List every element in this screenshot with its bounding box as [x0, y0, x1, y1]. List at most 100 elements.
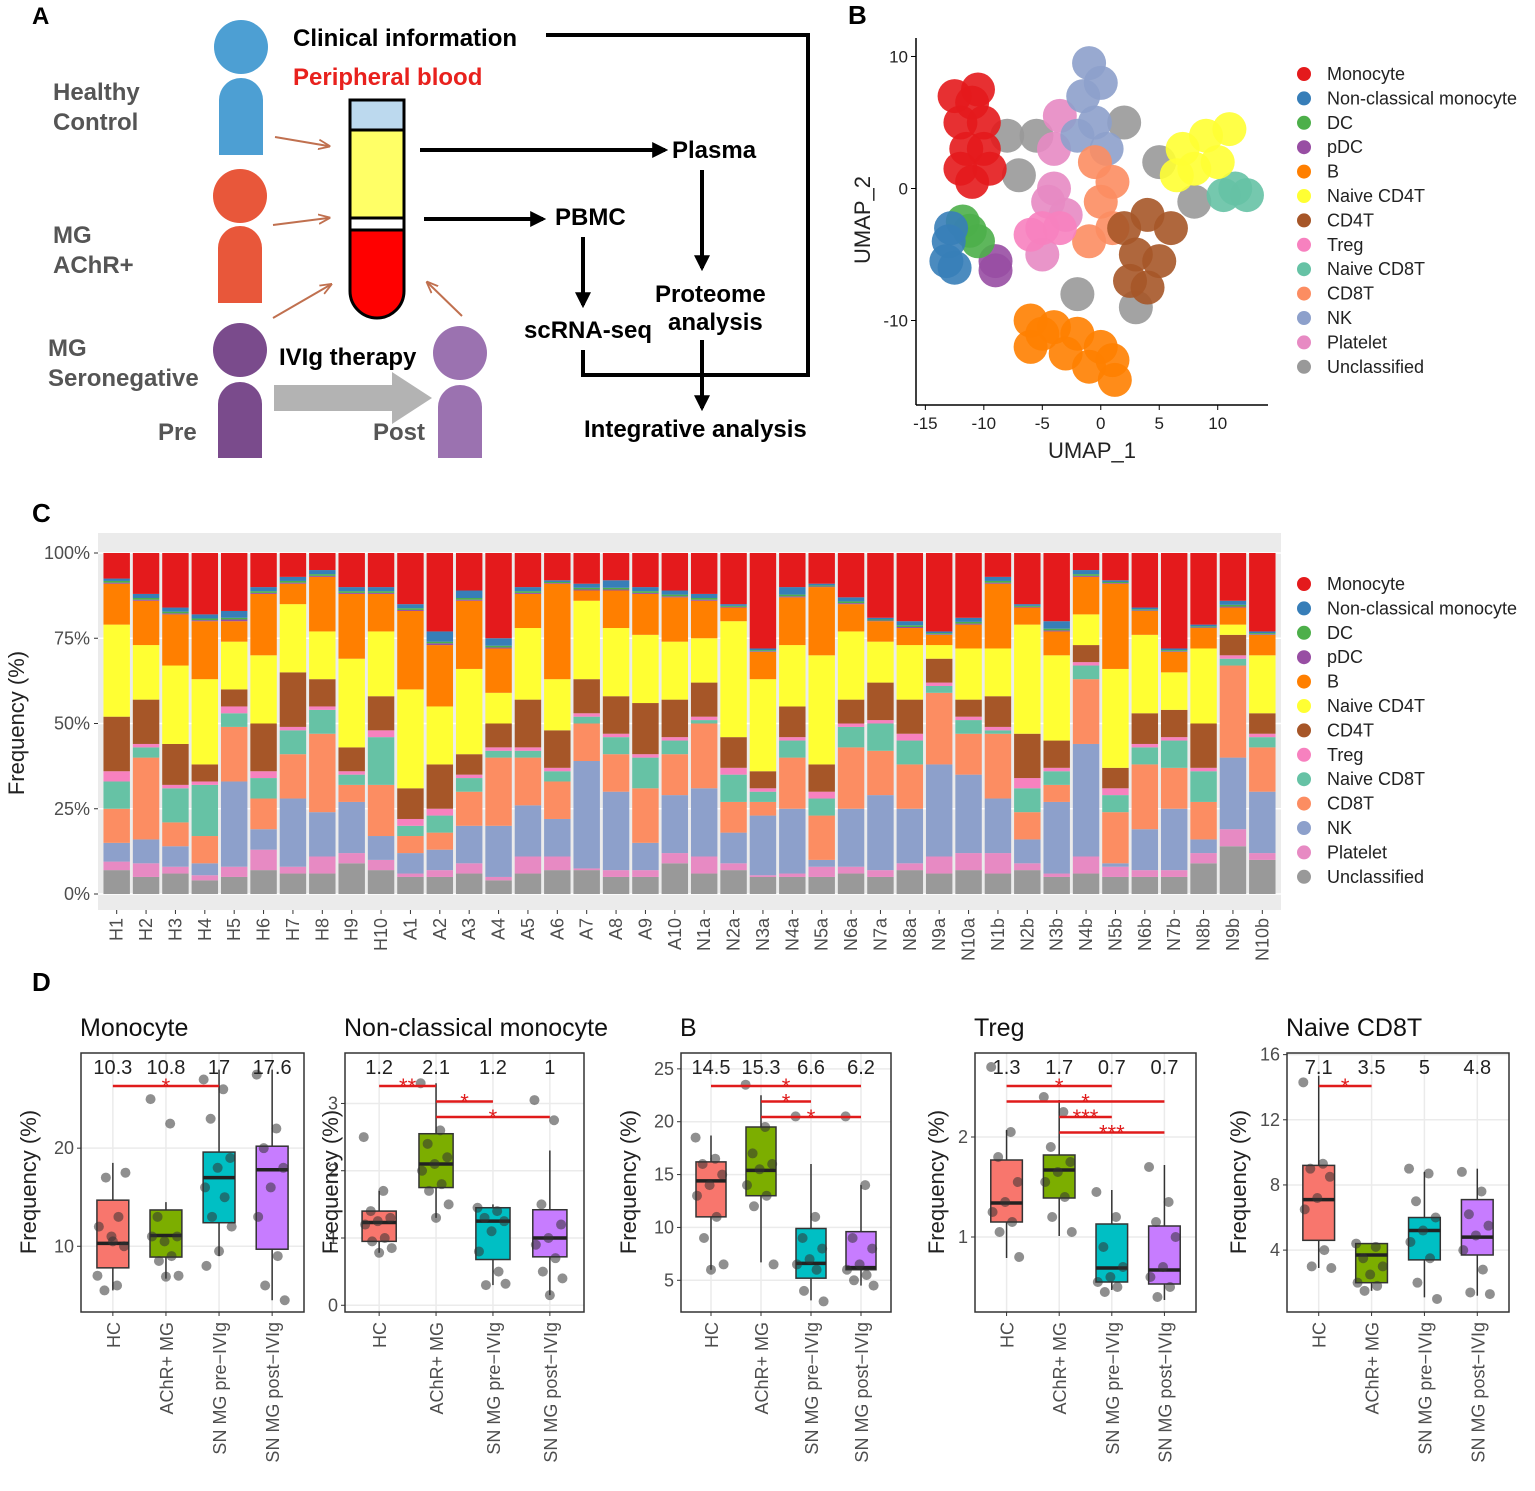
bar-segment	[984, 553, 1012, 577]
bar-segment	[162, 611, 189, 614]
bar-segment	[808, 791, 835, 799]
point	[1000, 1197, 1011, 1207]
point	[1005, 1127, 1016, 1137]
bar-segment	[1131, 610, 1159, 635]
point	[934, 211, 969, 246]
point	[1425, 1253, 1436, 1264]
point	[690, 1132, 701, 1143]
bar-segment	[426, 870, 454, 877]
bar-segment	[397, 604, 424, 609]
x-tick-label: HC	[104, 1322, 124, 1348]
point	[360, 1219, 371, 1230]
bar-segment	[455, 873, 483, 894]
bar-segment	[220, 610, 248, 618]
point	[849, 1275, 859, 1286]
x-tick-label: A9	[635, 918, 655, 940]
point	[153, 1255, 164, 1266]
bar-segment	[955, 553, 982, 618]
chart-title: Naive CD8T	[1286, 1014, 1422, 1042]
bar-segment	[1190, 626, 1217, 628]
y-tick-label: 20	[654, 1112, 674, 1132]
panel-a: A Clinical information Peripheral blood …	[32, 3, 810, 458]
point	[1112, 1282, 1123, 1292]
bar-segment	[455, 778, 483, 792]
bar-segment	[485, 692, 512, 724]
mean-label: 3.5	[1358, 1057, 1386, 1079]
point	[1351, 1238, 1362, 1249]
bar-segment	[690, 599, 718, 601]
label: Clinical information	[293, 25, 517, 52]
bar-segment	[1043, 801, 1070, 874]
bar-segment	[162, 822, 189, 847]
bar-segment	[426, 808, 454, 816]
bar-segment	[191, 781, 219, 785]
x-tick-label: 10	[1208, 414, 1227, 433]
bar-segment	[837, 604, 865, 632]
y-tick-label: 0	[328, 1295, 338, 1315]
x-tick-label: H6	[254, 918, 274, 941]
point	[1058, 1107, 1069, 1117]
legend-swatch	[1297, 91, 1311, 106]
bar-segment	[573, 600, 600, 680]
x-tick-label: A2	[430, 918, 450, 940]
point	[119, 1241, 130, 1252]
y-tick-label: -10	[883, 312, 908, 331]
point	[1324, 1171, 1335, 1182]
bar-segment	[896, 628, 924, 646]
bar-segment	[925, 553, 953, 632]
bar-segment	[867, 870, 894, 877]
bar-segment	[955, 699, 982, 717]
significance-label: ***	[1099, 1121, 1125, 1146]
bar-segment	[1219, 604, 1247, 607]
bar-segment	[191, 679, 219, 765]
point	[1145, 1272, 1156, 1282]
point	[1206, 178, 1241, 213]
y-tick-label: 4	[1270, 1240, 1280, 1260]
therapy-arrow	[274, 372, 432, 424]
point	[1177, 184, 1212, 219]
x-tick-label: AChR+ MG	[427, 1322, 447, 1415]
legend-swatch	[1297, 674, 1311, 689]
y-tick-label: 1	[958, 1227, 968, 1247]
label: Proteome	[655, 281, 766, 308]
point	[1470, 1230, 1481, 1241]
bar-segment	[220, 619, 248, 622]
x-tick-label: A4	[489, 918, 509, 940]
point	[717, 1169, 728, 1180]
bar-segment	[867, 795, 894, 871]
bar-segment	[367, 593, 395, 632]
x-tick-label: N10b	[1252, 918, 1272, 961]
x-tick-label: A10	[665, 918, 685, 950]
bar-segment	[896, 808, 924, 864]
point	[1299, 1204, 1310, 1215]
x-tick-label: AChR+ MG	[752, 1322, 772, 1415]
bar-segment	[867, 553, 894, 618]
point	[1477, 1264, 1488, 1275]
bar-segment	[250, 849, 277, 871]
bar-segment	[896, 553, 924, 622]
bar-segment	[602, 553, 630, 581]
bar-segment	[779, 553, 806, 588]
bar-segment	[1014, 606, 1041, 608]
bar-segment	[397, 876, 424, 894]
bar-segment	[1249, 713, 1276, 734]
bar-segment	[896, 625, 924, 627]
x-tick-label: SN MG post−IVIg	[852, 1322, 872, 1463]
x-tick-label: AChR+ MG	[157, 1322, 177, 1415]
bar-segment	[1043, 873, 1070, 877]
point	[747, 1148, 758, 1159]
point	[742, 1180, 752, 1191]
bar-segment	[1160, 651, 1188, 673]
x-tick-label: N1b	[988, 918, 1008, 951]
point	[1142, 244, 1177, 279]
point	[486, 1226, 497, 1237]
point	[1098, 1242, 1109, 1252]
point	[530, 1239, 541, 1250]
bar-segment	[250, 593, 277, 656]
panel-label: A	[32, 3, 49, 30]
point	[493, 1266, 504, 1277]
y-tick-label: 25%	[54, 799, 90, 819]
x-tick-label: SN MG post−IVIg	[1155, 1322, 1175, 1463]
bar-segment	[455, 825, 483, 864]
